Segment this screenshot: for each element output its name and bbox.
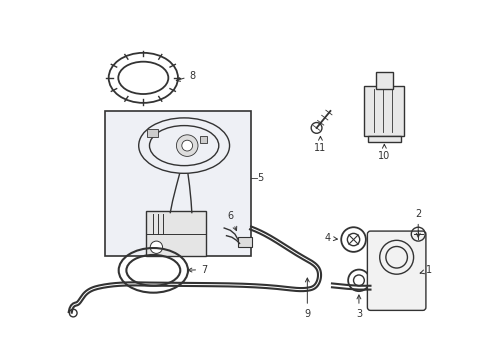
Text: 11: 11 xyxy=(314,136,326,153)
Circle shape xyxy=(176,135,198,156)
Text: 10: 10 xyxy=(378,144,391,161)
Circle shape xyxy=(311,122,322,133)
Bar xyxy=(365,86,404,136)
Bar xyxy=(368,136,400,142)
Circle shape xyxy=(70,309,77,317)
Text: 2: 2 xyxy=(415,209,421,237)
Text: 8: 8 xyxy=(176,71,196,81)
Text: 6: 6 xyxy=(227,211,237,231)
Text: 3: 3 xyxy=(356,295,362,319)
Bar xyxy=(105,111,251,256)
Text: 1: 1 xyxy=(420,265,432,275)
Bar xyxy=(238,237,252,247)
Text: 9: 9 xyxy=(304,278,310,319)
Circle shape xyxy=(150,241,163,253)
Bar xyxy=(376,72,393,89)
Text: 5: 5 xyxy=(257,173,264,183)
Bar xyxy=(146,211,206,256)
Bar xyxy=(199,136,207,143)
Bar xyxy=(147,130,158,137)
Text: 4: 4 xyxy=(324,233,338,243)
FancyBboxPatch shape xyxy=(368,231,426,310)
Circle shape xyxy=(182,140,193,151)
Text: 7: 7 xyxy=(188,265,207,275)
